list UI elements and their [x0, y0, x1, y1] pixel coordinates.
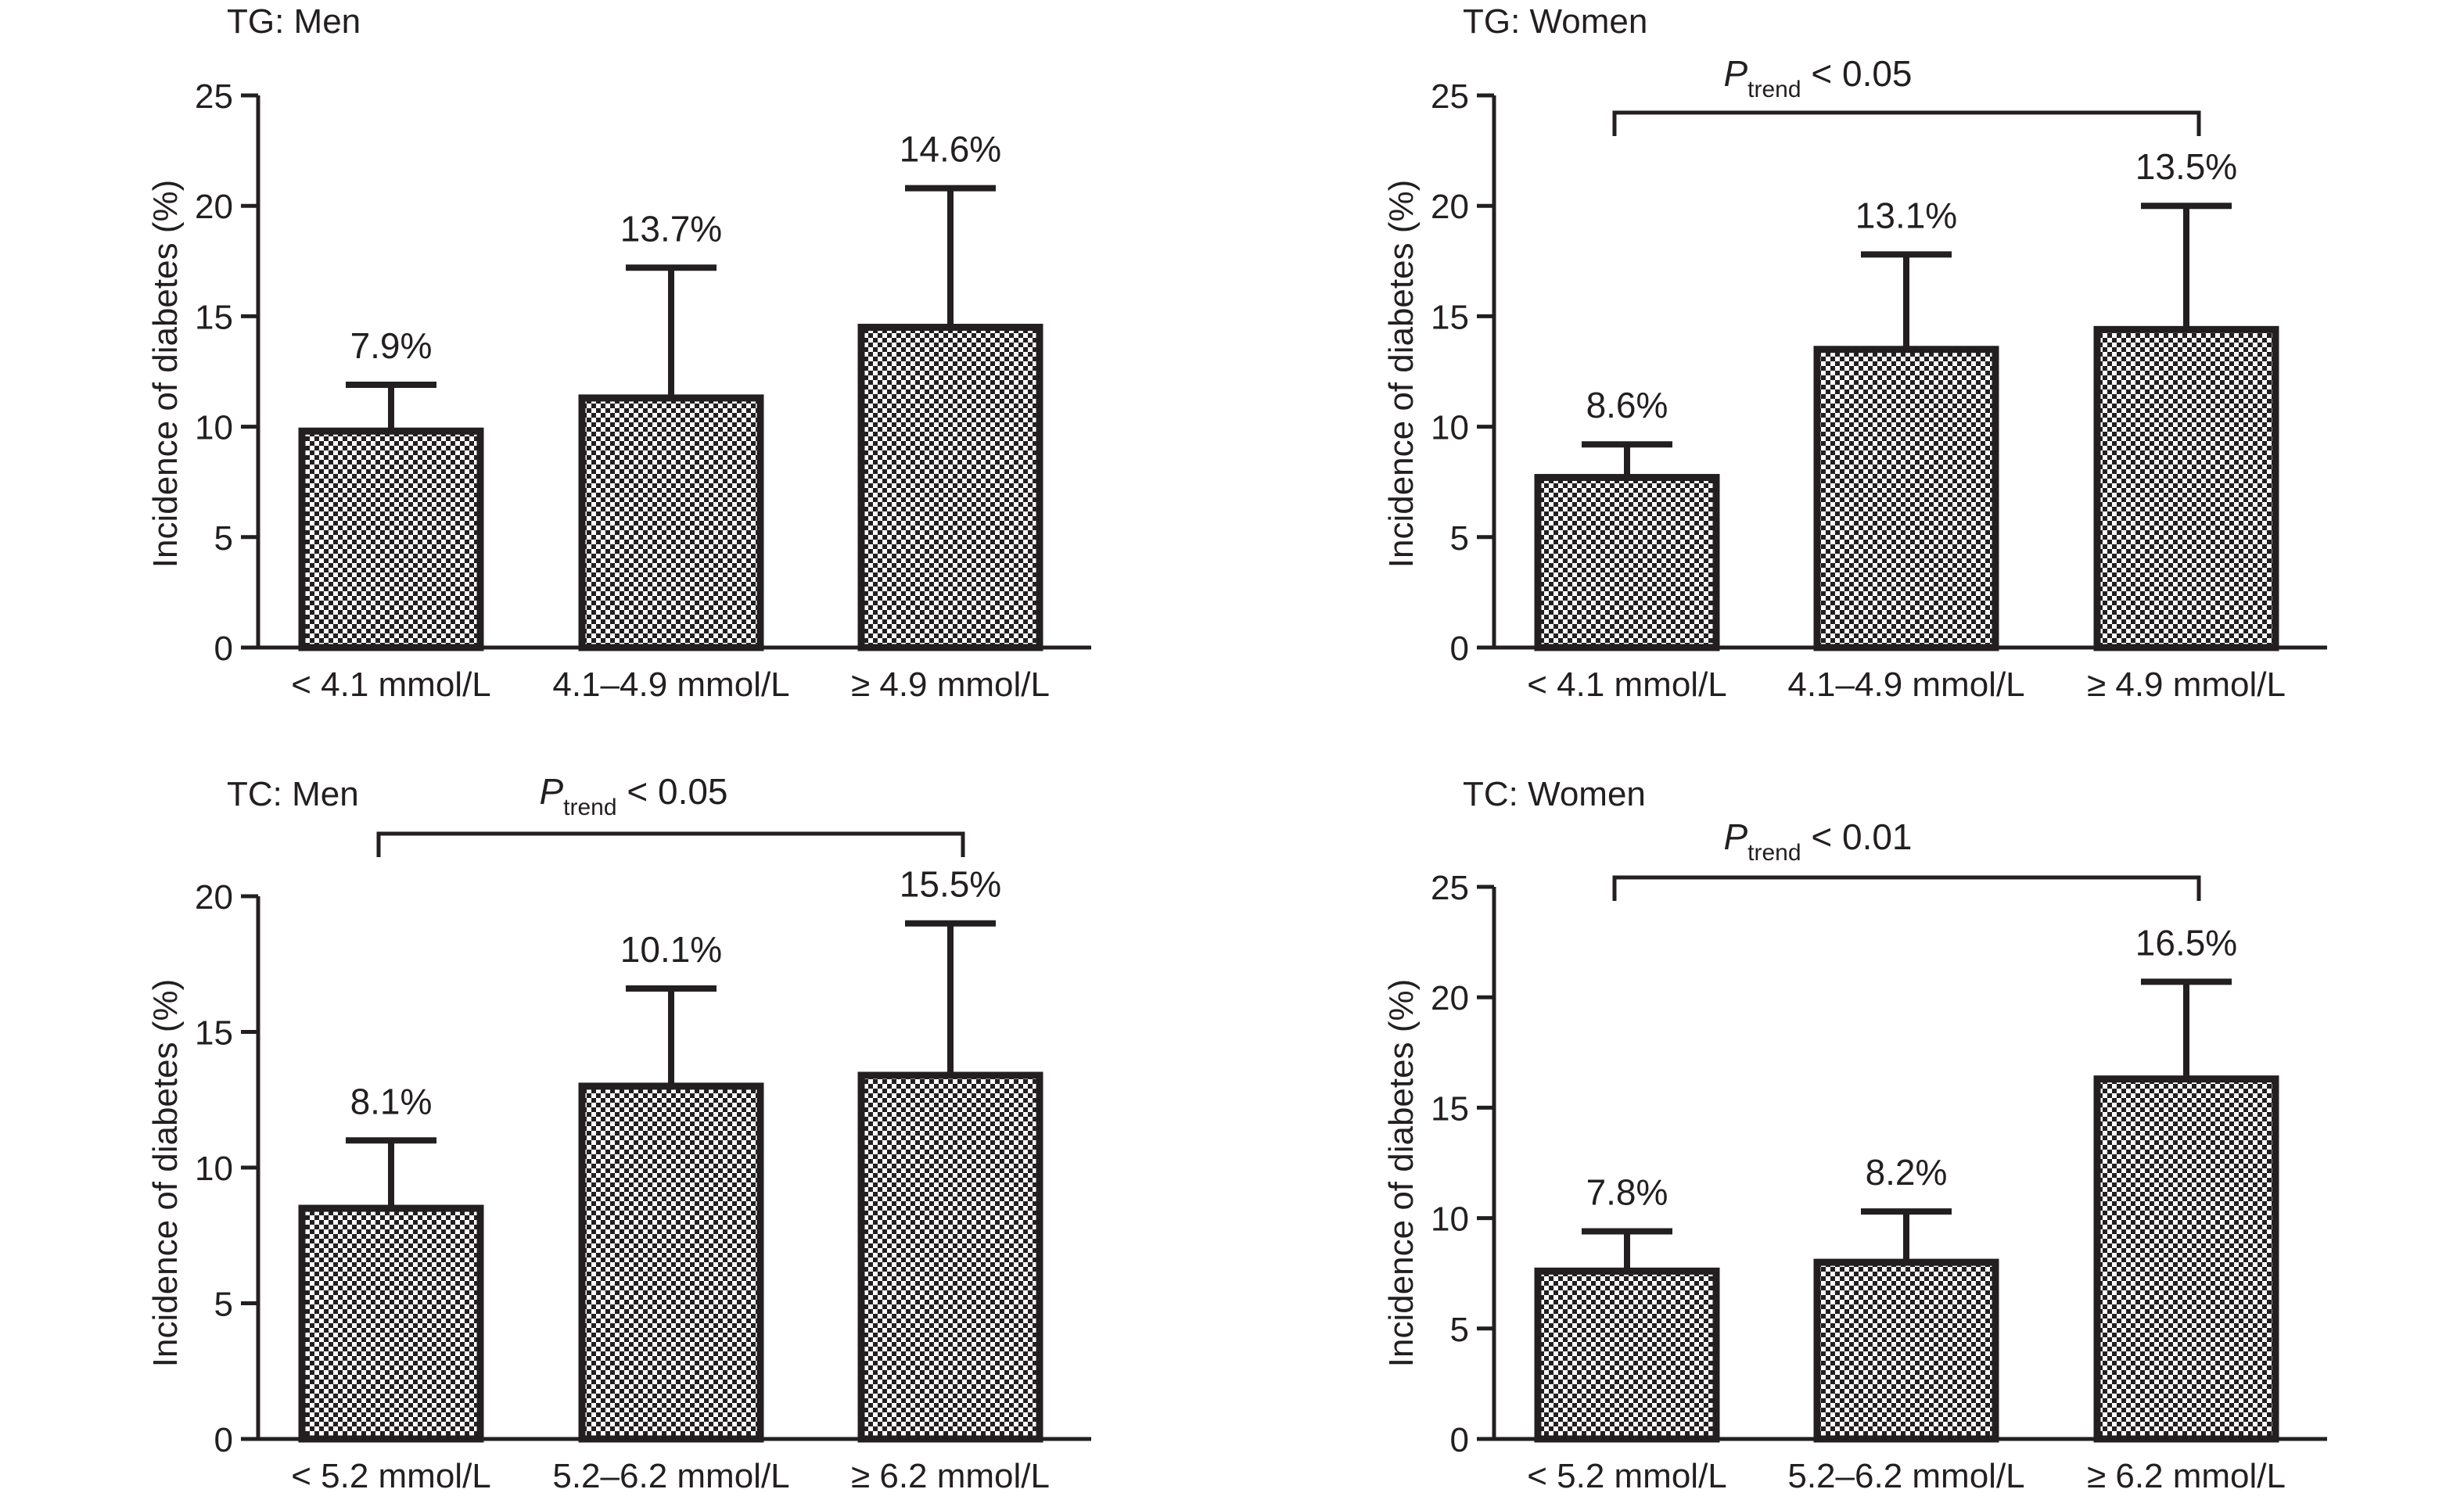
bar [857, 324, 1043, 651]
trend-bracket [376, 831, 965, 857]
category-label: ≥ 6.2 mmol/L [851, 1457, 1050, 1495]
data-label: 13.7% [620, 208, 722, 249]
y-tick-label: 15 [1431, 1089, 1469, 1128]
trend-subscript: trend [1747, 840, 1801, 866]
trend-annotation: Ptrend < 0.05 [539, 771, 727, 820]
y-axis-label: Incidence of diabetes (%) [146, 180, 185, 569]
y-tick-label: 20 [1431, 979, 1469, 1017]
y-axis-label: Incidence of diabetes (%) [1382, 979, 1421, 1368]
trend-label: Ptrend < 0.05 [1723, 53, 1912, 102]
y-tick-label: 0 [214, 1421, 233, 1459]
data-label: 7.8% [1586, 1172, 1668, 1213]
panel-tg-women: TG: Women Incidence of diabetes (%) Ptre… [1382, 2, 2327, 704]
y-tick-label: 5 [214, 519, 233, 558]
y-axis-label: Incidence of diabetes (%) [146, 979, 185, 1368]
y-tick-label: 5 [214, 1286, 233, 1324]
data-label: 16.5% [2135, 922, 2237, 963]
bar [1534, 474, 1720, 651]
category-label: < 5.2 mmol/L [291, 1457, 491, 1495]
panel-tc-women: TC: Women Incidence of diabetes (%) Ptre… [1382, 775, 2327, 1495]
data-label: 8.2% [1866, 1152, 1948, 1193]
trend-symbol: P [539, 771, 563, 812]
bar [1813, 1258, 1999, 1443]
y-tick-label: 25 [195, 77, 233, 116]
bar [857, 1071, 1043, 1443]
category-label: ≥ 4.9 mmol/L [851, 666, 1050, 704]
trend-label: Ptrend < 0.01 [1723, 816, 1912, 866]
y-tick-label: 0 [214, 630, 233, 668]
category-label: 5.2–6.2 mmol/L [1787, 1457, 2024, 1495]
bar [2093, 1075, 2279, 1443]
y-tick-label: 10 [195, 1150, 233, 1188]
data-label: 13.1% [1855, 195, 1957, 235]
data-label: 10.1% [620, 929, 722, 970]
data-label: 14.6% [900, 129, 1001, 170]
bar [298, 1204, 484, 1443]
trend-value: < 0.05 [617, 771, 728, 812]
data-label: 13.5% [2135, 146, 2237, 187]
y-tick-label: 15 [195, 298, 233, 336]
y-tick-label: 15 [1431, 298, 1469, 336]
plot-area: 0 5 10 15 20 25 7.8% < 5.2 mmol/L 8.2% 5.2–6.2 mm… [1431, 869, 2327, 1495]
panel-title: TG: Men [227, 2, 361, 41]
trend-symbol: P [1723, 53, 1747, 94]
category-label: 5.2–6.2 mmol/L [552, 1457, 789, 1495]
panel-tc-men: TC: Men Incidence of diabetes (%) Ptrend… [146, 771, 1091, 1495]
y-tick-label: 5 [1450, 1311, 1469, 1349]
y-tick-label: 0 [1450, 1421, 1469, 1459]
category-label: < 4.1 mmol/L [291, 666, 491, 704]
category-label: < 5.2 mmol/L [1527, 1457, 1727, 1495]
bar [1534, 1267, 1720, 1443]
trend-bracket [1612, 875, 2201, 901]
y-tick-label: 25 [1431, 869, 1469, 907]
y-tick-label: 20 [195, 188, 233, 226]
bar [578, 1082, 764, 1443]
data-label: 8.1% [350, 1081, 433, 1121]
bar [2093, 325, 2279, 651]
panel-title: TC: Men [227, 775, 359, 813]
category-label: ≥ 4.9 mmol/L [2087, 666, 2286, 704]
y-tick-label: 10 [1431, 1200, 1469, 1239]
trend-annotation: Ptrend < 0.05 [1723, 53, 1912, 102]
y-tick-label: 0 [1450, 630, 1469, 668]
y-tick-label: 25 [1431, 77, 1469, 116]
panel-title: TG: Women [1463, 2, 1647, 41]
bar [298, 427, 484, 651]
category-label: < 4.1 mmol/L [1527, 666, 1727, 704]
bar [578, 394, 764, 651]
y-tick-label: 10 [195, 409, 233, 447]
y-axis-label: Incidence of diabetes (%) [1382, 180, 1421, 569]
category-label: 4.1–4.9 mmol/L [552, 666, 789, 704]
y-tick-label: 20 [195, 878, 233, 917]
y-tick-label: 5 [1450, 519, 1469, 558]
bar [1813, 346, 1999, 651]
plot-area: 0 5 10 15 20 25 8.6% < 4.1 mmol/L 13.1% 4.1–4.9 m… [1431, 77, 2327, 704]
panel-title: TC: Women [1463, 775, 1646, 813]
trend-symbol: P [1723, 816, 1747, 857]
data-label: 8.6% [1586, 385, 1668, 425]
data-label: 15.5% [900, 864, 1001, 905]
plot-area: 0 5 10 15 20 25 7.9% < 4.1 mmol/L 13.7% 4.1–4.9 m… [195, 77, 1091, 704]
trend-annotation: Ptrend < 0.01 [1723, 816, 1912, 866]
trend-bracket [1612, 110, 2201, 136]
category-label: 4.1–4.9 mmol/L [1787, 666, 2024, 704]
trend-subscript: trend [563, 795, 616, 820]
y-tick-label: 10 [1431, 409, 1469, 447]
trend-value: < 0.05 [1801, 53, 1913, 94]
category-label: ≥ 6.2 mmol/L [2087, 1457, 2286, 1495]
panel-tg-men: TG: Men Incidence of diabetes (%) 0 5 10 15… [146, 2, 1091, 704]
data-label: 7.9% [350, 325, 433, 366]
trend-value: < 0.01 [1801, 816, 1913, 857]
y-tick-label: 20 [1431, 188, 1469, 226]
trend-label: Ptrend < 0.05 [539, 771, 727, 820]
y-tick-label: 15 [195, 1014, 233, 1053]
trend-subscript: trend [1747, 77, 1801, 102]
plot-area: 0 5 10 15 20 8.1% < 5.2 mmol/L 10.1% 5.2–6.2 mmo… [195, 831, 1091, 1495]
